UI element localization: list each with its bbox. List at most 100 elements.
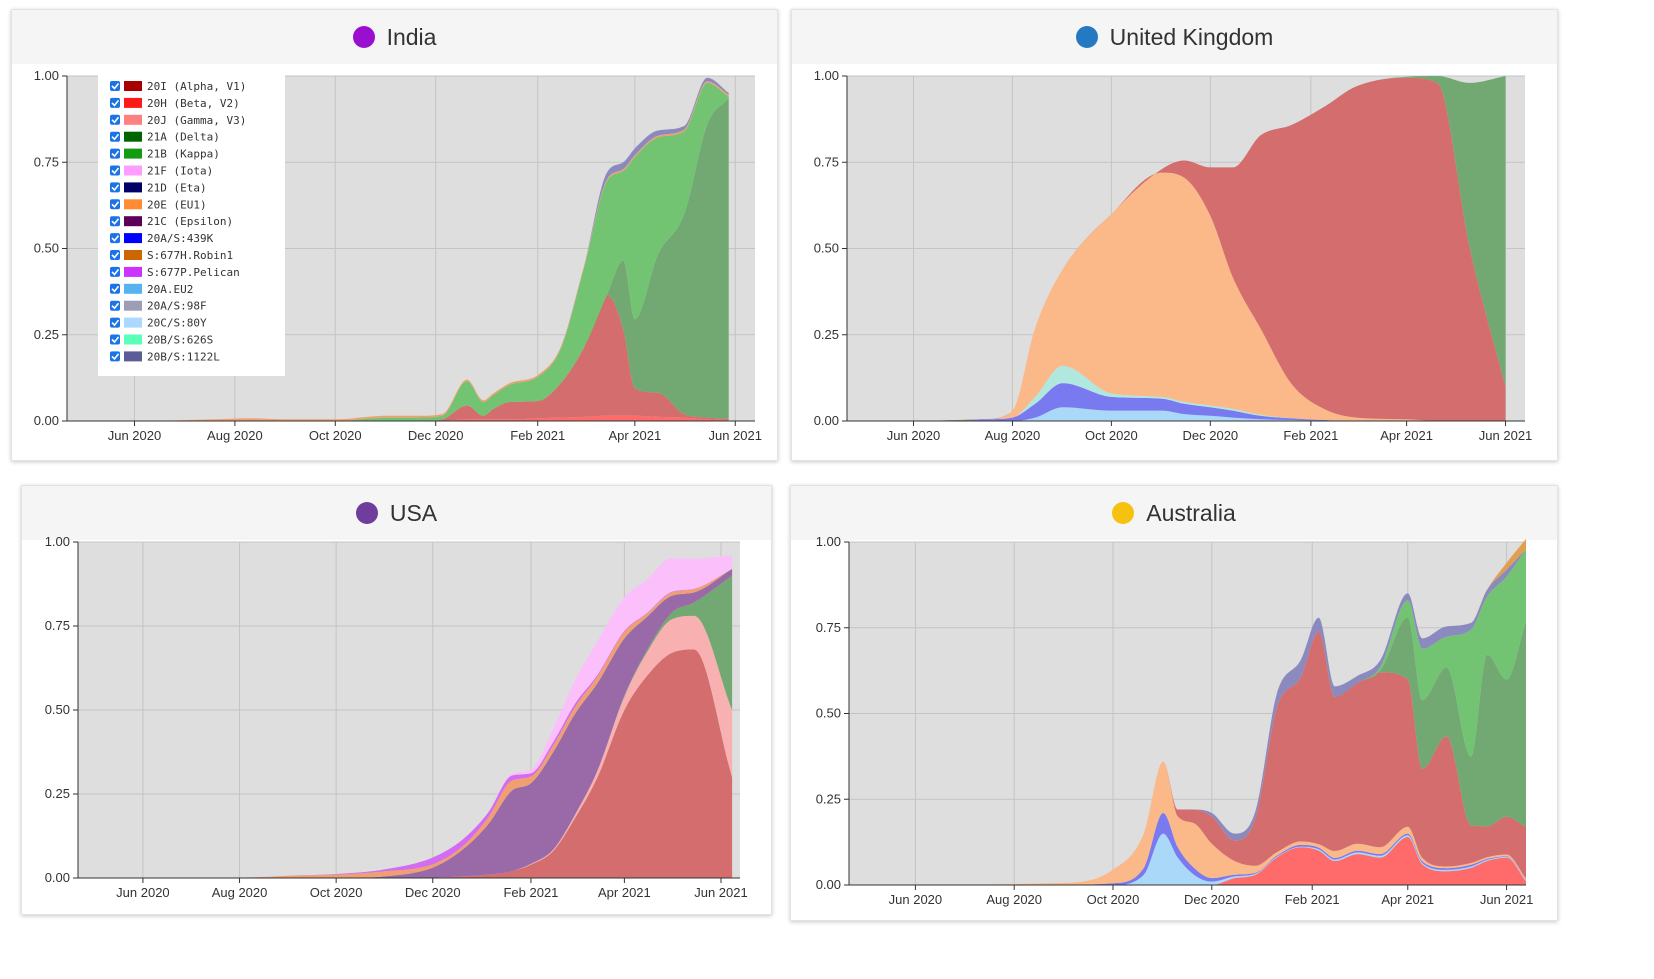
- legend-swatch: [124, 250, 142, 260]
- series-area: [67, 98, 729, 421]
- legend-swatch: [124, 165, 142, 176]
- country-dot-icon: [352, 26, 375, 48]
- x-tick-label: Feb 2021: [503, 885, 558, 900]
- legend-checkbox[interactable]: [110, 266, 120, 277]
- legend-item[interactable]: 21F (Iota): [110, 165, 213, 178]
- x-tick-label: Aug 2020: [985, 428, 1041, 443]
- legend-swatch: [124, 317, 142, 328]
- series-area: [849, 813, 1526, 885]
- legend-item[interactable]: 20I (Alpha, V1): [110, 80, 246, 93]
- series-area: [847, 407, 1506, 421]
- legend-item[interactable]: 21D (Eta): [110, 181, 207, 194]
- series-area: [78, 615, 733, 878]
- legend-swatch: [124, 81, 142, 91]
- legend-label: 21C (Epsilon): [147, 215, 233, 228]
- chart-india: 0.00 0.25 0.50 0.75 1.00 Jun 2020 Aug 2020 Oct …: [34, 68, 762, 443]
- y-tick-label: 0.50: [45, 702, 70, 717]
- y-tick-label: 0.75: [816, 620, 841, 635]
- legend-checkbox[interactable]: [110, 114, 120, 125]
- chart-australia: 0.00 0.25 0.50 0.75 1.00 Jun 2020 Aug 2020 Oct …: [816, 534, 1534, 907]
- legend-checkbox[interactable]: [110, 199, 120, 210]
- legend-checkbox[interactable]: [110, 182, 120, 193]
- x-tick-label: Feb 2021: [510, 428, 565, 443]
- check-icon: [111, 116, 120, 124]
- legend-item[interactable]: 20A/S:439K: [110, 232, 214, 245]
- check-icon: [111, 285, 120, 293]
- legend-checkbox[interactable]: [110, 351, 120, 362]
- panel-usa: USA 0.00 0.25 0.50 0.75 1.00 Jun 2020 Aug 2020…: [21, 485, 772, 915]
- legend-item[interactable]: 21C (Epsilon): [110, 215, 233, 228]
- x-tick-label: Jun 2020: [887, 428, 941, 443]
- legend-item[interactable]: 20A/S:98F: [110, 300, 207, 313]
- legend-item[interactable]: 20E (EU1): [110, 198, 207, 211]
- panel-title: Australia: [1146, 499, 1236, 526]
- legend-checkbox[interactable]: [110, 165, 120, 176]
- y-tick-label: 0.50: [34, 241, 59, 256]
- y-tick-label: 1.00: [45, 534, 70, 549]
- legend-checkbox[interactable]: [110, 81, 120, 91]
- y-tick-label: 1.00: [34, 68, 59, 83]
- legend-item[interactable]: 20J (Gamma, V3): [110, 114, 246, 127]
- x-tick-label: Jun 2021: [694, 885, 748, 900]
- legend-label: 20B/S:626S: [147, 334, 213, 347]
- legend-swatch: [124, 131, 142, 142]
- legend-item[interactable]: 20B/S:626S: [110, 334, 213, 347]
- y-tick-label: 0.25: [45, 786, 70, 801]
- y-tick-label: 0.75: [34, 154, 59, 169]
- x-tick-label: Oct 2020: [1085, 428, 1138, 443]
- legend-item[interactable]: 20B/S:1122L: [110, 350, 220, 363]
- legend-item[interactable]: 20A.EU2: [110, 283, 193, 296]
- legend-item[interactable]: 20C/S:80Y: [110, 317, 207, 330]
- legend-checkbox[interactable]: [110, 283, 120, 294]
- legend-swatch: [124, 266, 142, 277]
- legend-checkbox[interactable]: [110, 317, 120, 328]
- x-tick-label: Apr 2021: [608, 428, 661, 443]
- check-icon: [111, 235, 120, 242]
- check-icon: [111, 201, 120, 208]
- y-tick-label: 0.50: [814, 241, 839, 256]
- x-tick-label: Jun 2020: [889, 892, 943, 907]
- legend-swatch: [124, 283, 142, 294]
- y-tick-label: 0.25: [814, 327, 839, 342]
- x-tick-label: Oct 2020: [310, 885, 363, 900]
- legend-item[interactable]: S:677H.Robin1: [110, 249, 233, 262]
- legend-checkbox[interactable]: [110, 334, 120, 345]
- legend-checkbox[interactable]: [110, 250, 120, 260]
- legend-checkbox[interactable]: [110, 233, 120, 244]
- chart-uk: 0.00 0.25 0.50 0.75 1.00 Jun 2020 Aug 2020 Oct …: [814, 68, 1533, 443]
- panel-header: India: [12, 10, 777, 64]
- x-tick-label: Dec 2020: [405, 885, 461, 900]
- y-tick-label: 0.25: [34, 327, 59, 342]
- series-area: [78, 555, 733, 878]
- legend-checkbox[interactable]: [110, 216, 120, 227]
- y-tick-label: 0.50: [816, 706, 841, 721]
- legend-item[interactable]: 21B (Kappa): [110, 148, 220, 161]
- legend-label: 20E (EU1): [147, 198, 207, 211]
- legend-checkbox[interactable]: [110, 300, 120, 311]
- legend-item[interactable]: 20H (Beta, V2): [110, 97, 240, 110]
- legend-item[interactable]: 21A (Delta): [110, 131, 220, 144]
- x-tick-label: Oct 2020: [1087, 892, 1140, 907]
- y-tick-label: 0.00: [45, 870, 70, 885]
- legend-checkbox[interactable]: [110, 148, 120, 159]
- y-tick-label: 0.00: [34, 413, 59, 428]
- legend-label: 20A/S:439K: [147, 232, 214, 245]
- x-tick-label: Jun 2021: [1479, 428, 1533, 443]
- legend-swatch: [124, 199, 142, 210]
- legend-checkbox[interactable]: [110, 97, 120, 108]
- legend-label: 20J (Gamma, V3): [147, 114, 246, 127]
- x-tick-label: Jun 2020: [108, 428, 162, 443]
- series-area: [849, 761, 1526, 885]
- x-tick-label: Aug 2020: [207, 428, 263, 443]
- panel-header: United Kingdom: [792, 10, 1557, 64]
- legend-label: 21B (Kappa): [147, 148, 220, 161]
- legend-item[interactable]: S:677P.Pelican: [110, 266, 240, 279]
- legend-checkbox[interactable]: [110, 131, 120, 142]
- panel-title: USA: [389, 499, 438, 526]
- x-tick-label: Oct 2020: [309, 428, 362, 443]
- y-tick-label: 0.00: [814, 413, 839, 428]
- y-tick-label: 1.00: [816, 534, 841, 549]
- x-tick-label: Dec 2020: [1184, 892, 1240, 907]
- series-area: [847, 77, 1506, 421]
- y-tick-label: 0.25: [816, 791, 841, 806]
